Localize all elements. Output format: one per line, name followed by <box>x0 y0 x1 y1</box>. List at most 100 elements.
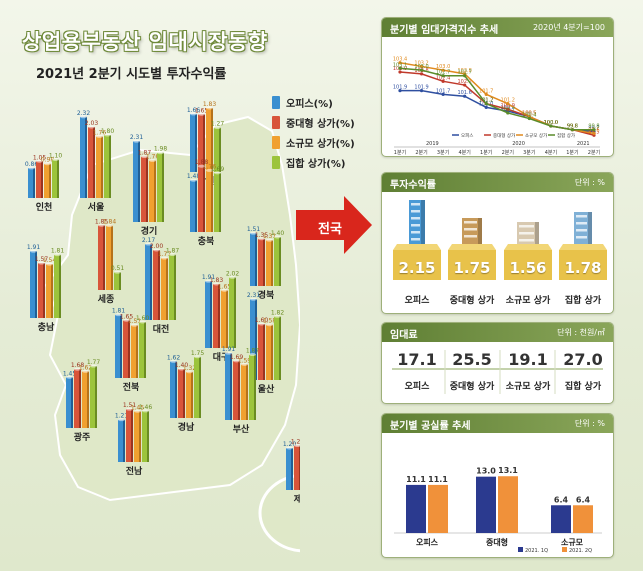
point-label: 99.8 <box>567 124 578 130</box>
bar-top <box>225 351 232 355</box>
point-label: 99.8 <box>567 124 578 130</box>
bar <box>149 160 156 222</box>
bar-shade <box>271 324 273 380</box>
building-window <box>519 232 534 235</box>
bar <box>54 254 61 318</box>
vacancy-bar-chart: 11.1 13.0 6.4 11.1 13.1 6.4 오피스 중대형 소규모 2021. 1Q 2… <box>394 466 602 554</box>
bar-label: 1.76 <box>146 153 160 160</box>
region-chart-울산: 2.31 1.601.58 1.82 울산 <box>247 292 285 395</box>
bar-label: 1.27 <box>291 439 300 446</box>
bar-top <box>98 223 105 227</box>
point-label: 103.0 <box>414 64 428 70</box>
region-label: 세종 <box>98 293 115 305</box>
bar <box>153 250 160 320</box>
building-window <box>411 210 420 213</box>
series-point <box>506 102 510 106</box>
bar-shade <box>162 152 164 222</box>
return-label-office: 오피스 <box>404 296 430 306</box>
bar <box>96 136 103 198</box>
bar-top <box>142 409 149 413</box>
region-chart-제주: 1.201.271.061.24제주 <box>283 439 300 505</box>
region-chart-충남: 1.91 1.571.54 1.81 충남 <box>27 244 65 333</box>
building-window <box>411 231 420 234</box>
series-point <box>441 68 445 72</box>
point-label: 99.8 <box>567 124 578 130</box>
bar-top <box>274 314 281 318</box>
bar-label: 1.31 <box>263 233 277 240</box>
bar <box>213 283 220 348</box>
series-point <box>419 68 424 72</box>
bar-top <box>36 159 43 163</box>
vacancy-bar <box>573 505 593 533</box>
bar-label: 1.77 <box>87 359 101 366</box>
vacancy-category: 중대형 <box>486 537 508 547</box>
bar-top <box>250 297 257 301</box>
series-point <box>570 128 575 132</box>
value-pedestal <box>393 250 441 280</box>
bar-shade <box>211 170 213 232</box>
bar <box>198 114 205 172</box>
bar-top <box>44 162 51 166</box>
bar-shade <box>147 410 149 462</box>
bar-shade <box>111 225 113 290</box>
building-shade <box>535 222 539 244</box>
panel-header: 분기별 임대가격지수 추세 2020년 4분기=100 <box>382 18 613 37</box>
bar-top <box>38 261 45 265</box>
bar <box>139 322 146 378</box>
bar-label: 0.98 <box>41 157 55 164</box>
bar-label: 1.32 <box>183 365 197 372</box>
vacancy-panel: 분기별 공실률 추세 단위 : % 11.1 13.0 6.4 11.1 13.1 6.4… <box>381 413 614 558</box>
panel-title: 분기별 공실률 추세 <box>390 421 471 432</box>
series-point <box>419 64 424 69</box>
bar <box>90 366 97 428</box>
bar-top <box>118 418 125 422</box>
return-label-small: 소규모 상가 <box>505 296 551 306</box>
bar-shade <box>175 361 177 418</box>
panel-title: 분기별 임대가격지수 추세 <box>390 25 499 36</box>
bar-label: 1.81 <box>51 248 65 255</box>
bar-shade <box>93 126 95 198</box>
building-window <box>464 228 477 231</box>
series-point <box>484 92 488 96</box>
return-value-collective: 1.78 <box>564 259 602 277</box>
series-point <box>463 83 467 87</box>
bar-shade <box>103 225 105 290</box>
bar-shade <box>255 233 257 286</box>
region-label: 광주 <box>74 431 91 443</box>
series-point <box>506 111 510 115</box>
bar-label: 1.83 <box>203 101 217 108</box>
pedestal-top <box>504 244 552 250</box>
bar-label: 2.02 <box>226 270 240 277</box>
bar-label: 1.81 <box>112 308 126 315</box>
vacancy-legend-label: 2021. 1Q <box>525 548 548 554</box>
bar-shade <box>279 316 281 380</box>
bar-shade <box>263 324 265 380</box>
vacancy-bar-label: 6.4 <box>576 495 591 504</box>
bar-top <box>133 139 140 143</box>
bar-shade <box>87 371 89 428</box>
vacancy-bar <box>476 476 496 533</box>
bar-label: 1.66 <box>187 107 201 114</box>
bar-top <box>250 231 257 235</box>
bar <box>38 263 45 318</box>
bar-label: 1.87 <box>138 150 152 157</box>
bar-top <box>221 288 228 292</box>
year-label: 2021 <box>577 141 590 147</box>
bar-shade <box>183 369 185 418</box>
region-label: 부산 <box>233 423 250 435</box>
bar-shade <box>246 364 248 420</box>
bar-label: 1.45 <box>131 404 145 411</box>
bar-shade <box>138 141 140 222</box>
bar-label: 1.60 <box>136 315 150 322</box>
region-chart-전남: 1.21 1.511.451.46 전남 <box>115 402 153 477</box>
building-icon <box>393 200 441 280</box>
building-icons <box>393 200 607 280</box>
bar <box>178 369 185 418</box>
bar-shade <box>123 419 125 462</box>
bar-top <box>170 359 177 363</box>
rent-label-collective: 집합 상가 <box>564 382 602 392</box>
bar-top <box>104 133 111 137</box>
bar-shade <box>119 272 121 290</box>
vacancy-bar-label: 11.1 <box>428 475 448 484</box>
bar <box>206 107 213 172</box>
